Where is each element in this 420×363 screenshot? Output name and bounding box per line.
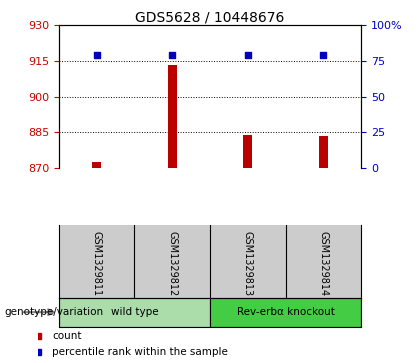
- Bar: [92, 162, 101, 168]
- Text: wild type: wild type: [110, 307, 158, 317]
- Text: GSM1329813: GSM1329813: [243, 231, 253, 296]
- Text: genotype/variation: genotype/variation: [4, 307, 103, 317]
- Bar: [210, 298, 361, 327]
- Text: count: count: [52, 331, 82, 341]
- Text: Rev-erbα knockout: Rev-erbα knockout: [236, 307, 335, 317]
- Point: [169, 52, 176, 58]
- Bar: [168, 65, 177, 168]
- Bar: [59, 298, 210, 327]
- Title: GDS5628 / 10448676: GDS5628 / 10448676: [135, 10, 285, 24]
- Text: GSM1329812: GSM1329812: [167, 231, 177, 296]
- Point: [244, 53, 251, 58]
- Text: percentile rank within the sample: percentile rank within the sample: [52, 347, 228, 357]
- Text: GSM1329811: GSM1329811: [92, 231, 102, 296]
- Bar: [243, 135, 252, 168]
- Point: [320, 53, 327, 58]
- Point: [93, 53, 100, 58]
- Text: GSM1329814: GSM1329814: [318, 231, 328, 296]
- Bar: [319, 136, 328, 168]
